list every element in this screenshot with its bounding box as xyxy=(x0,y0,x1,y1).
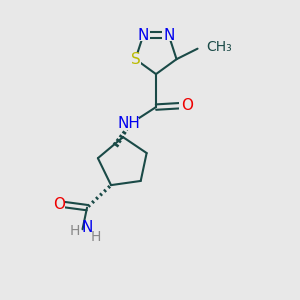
Text: S: S xyxy=(130,52,140,67)
Bar xyxy=(55,199,65,210)
Text: NH: NH xyxy=(118,116,140,131)
Text: O: O xyxy=(181,98,193,113)
Bar xyxy=(130,53,141,65)
Text: O: O xyxy=(53,197,65,212)
Text: N: N xyxy=(138,28,149,43)
Bar xyxy=(179,100,190,111)
Bar xyxy=(119,118,139,130)
Text: H: H xyxy=(91,230,101,244)
Text: N: N xyxy=(81,220,93,235)
Text: H: H xyxy=(70,224,80,238)
Bar xyxy=(162,29,175,41)
Bar xyxy=(137,29,150,41)
Text: N: N xyxy=(163,28,174,43)
Text: CH₃: CH₃ xyxy=(206,40,232,54)
